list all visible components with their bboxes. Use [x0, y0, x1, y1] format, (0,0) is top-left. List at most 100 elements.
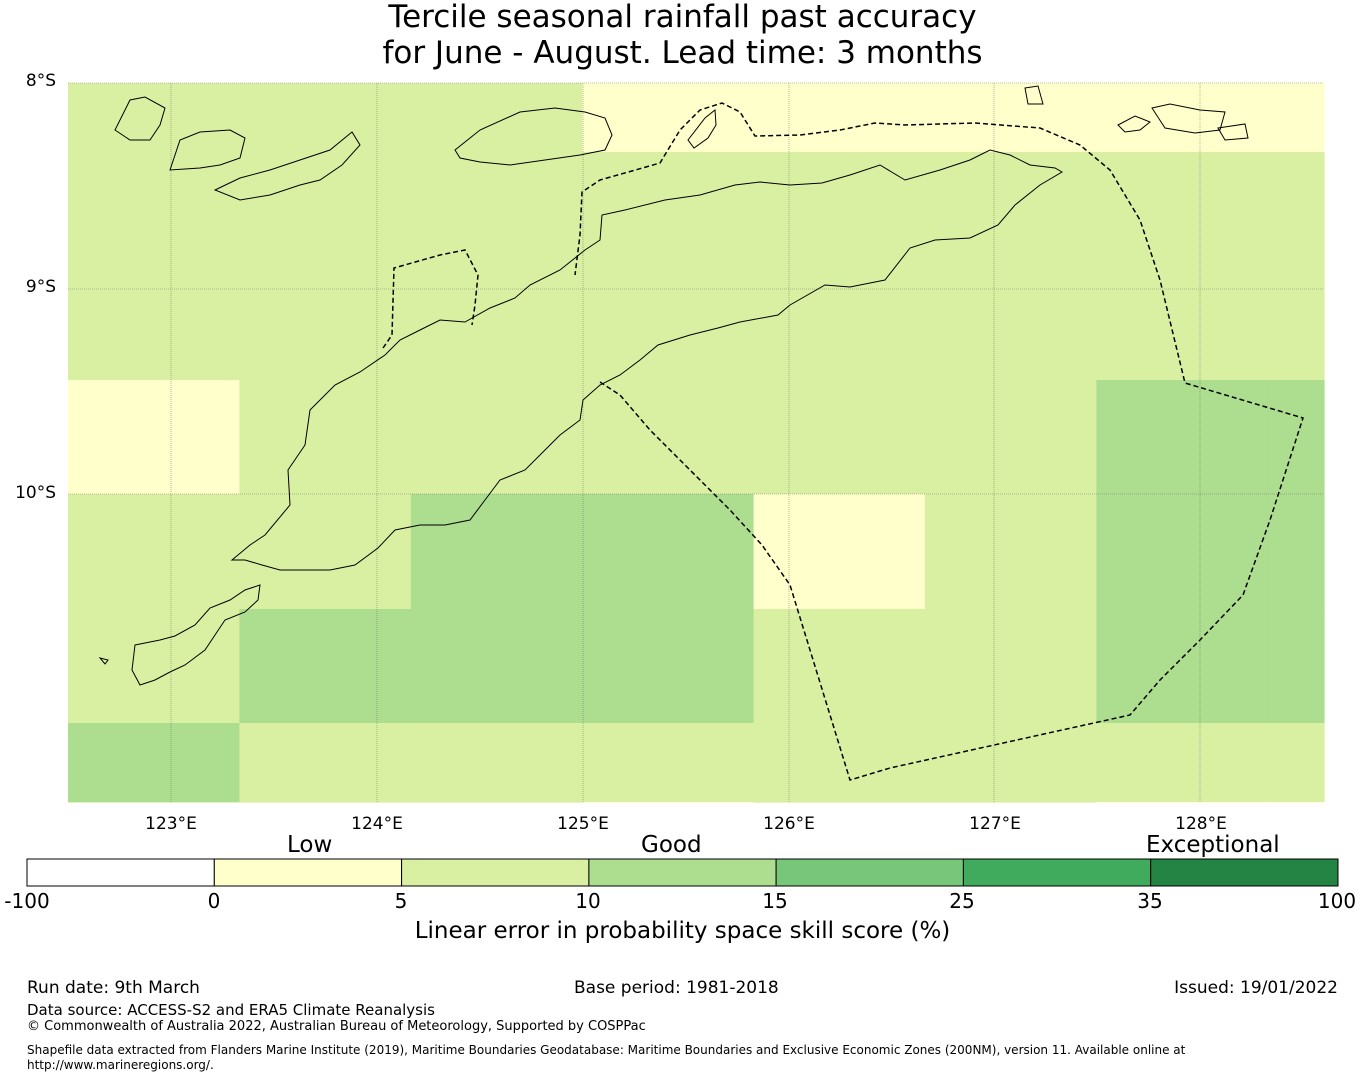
colorbar-tick: 15 [762, 889, 788, 913]
islet-atauro [687, 109, 717, 149]
grid-cell [410, 266, 583, 381]
grid-cell [1096, 609, 1269, 724]
grid-cell [410, 494, 583, 610]
map-title-line1: Tercile seasonal rainfall past accuracy [388, 0, 977, 35]
colorbar-tick: -100 [4, 889, 50, 913]
grid-cell [239, 83, 412, 153]
base-period: Base period: 1981-2018 [574, 978, 779, 998]
colorbar-segment [1150, 858, 1339, 887]
grid-cell [582, 802, 755, 803]
grid-cell [239, 723, 412, 803]
grid-cell [239, 802, 412, 803]
grid-cell [68, 609, 240, 724]
islet-wetar-north [1024, 85, 1044, 105]
islet-leti [1117, 115, 1151, 133]
pantar-island-coastline [114, 96, 166, 141]
grid-cell [582, 83, 755, 153]
grid-cell [753, 152, 926, 267]
grid-cell [925, 380, 1097, 495]
grid-cell [753, 802, 926, 803]
colorbar-segment [962, 858, 1152, 887]
grid-cell [1096, 152, 1269, 267]
grid-cell [68, 83, 240, 153]
grid-cell [925, 609, 1097, 724]
grid-cell [1096, 380, 1269, 495]
grid-cell [582, 723, 755, 803]
colorbar-segment [213, 858, 403, 887]
grid-cell [925, 83, 1097, 153]
grid-cell [753, 723, 926, 803]
grid-cell [1267, 494, 1325, 610]
eez-boundary-east [574, 102, 1304, 781]
grid-cell [582, 494, 755, 610]
grid-cell [582, 380, 755, 495]
grid-cell [239, 494, 412, 610]
category-low: Low [287, 832, 333, 858]
grid-cell [68, 266, 240, 381]
copyright-notice: © Commonwealth of Australia 2022, Austra… [27, 1019, 646, 1034]
grid-cell [239, 266, 412, 381]
alor-island-coastline [169, 129, 246, 171]
colorbar-tick: 10 [575, 889, 601, 913]
colorbar-tick: 5 [394, 889, 408, 913]
small-islands-west [213, 131, 361, 201]
grid-cell [1267, 802, 1325, 803]
grid-cell [1267, 609, 1325, 724]
grid-cell [925, 802, 1097, 803]
grid-cell [1267, 83, 1325, 153]
wetar-island-coastline [454, 107, 613, 166]
colorbar-tick: 0 [207, 889, 221, 913]
grid-cell [410, 609, 583, 724]
data-source: Data source: ACCESS-S2 and ERA5 Climate … [27, 1001, 435, 1019]
timor-island-coastline [230, 149, 1063, 571]
map-title-line2: for June - August. Lead time: 3 months [382, 35, 983, 71]
grid-cell [582, 609, 755, 724]
colorbar [26, 858, 1339, 887]
islet-semau [98, 657, 109, 665]
grid-cell [1096, 802, 1269, 803]
category-good: Good [641, 832, 702, 858]
lon-label-128e: 128°E [1175, 814, 1227, 834]
grid-cell [68, 380, 240, 495]
shapefile-credit-line2: http://www.marineregions.org/. [27, 1058, 214, 1072]
colorbar-segment [588, 858, 777, 887]
graticule [68, 82, 1324, 802]
colorbar-tick: 25 [949, 889, 975, 913]
grid-cell [1096, 83, 1269, 153]
colorbar-title: Linear error in probability space skill … [414, 918, 951, 944]
grid-cell [68, 494, 240, 610]
shapefile-credit-line1: Shapefile data extracted from Flanders M… [27, 1043, 1186, 1057]
grid-cell [410, 380, 583, 495]
grid-cell [1267, 152, 1325, 267]
grid-cell [410, 723, 583, 803]
grid-cell [1096, 266, 1269, 381]
rote-island-coastline [131, 584, 261, 686]
grid-cell [1096, 494, 1269, 610]
grid-cell [1267, 380, 1325, 495]
colorbar-segment [401, 858, 590, 887]
islet-moa [1217, 123, 1249, 141]
grid-cell [753, 83, 926, 153]
grid-cell [239, 609, 412, 724]
lat-label-9s: 9°S [25, 277, 56, 297]
grid-cell [753, 266, 926, 381]
islet-kisar [1151, 103, 1226, 134]
grid-cell [1267, 723, 1325, 803]
lon-label-127e: 127°E [969, 814, 1021, 834]
grid-cell [753, 494, 926, 610]
lon-label-126e: 126°E [763, 814, 815, 834]
colorbar-tick: 35 [1137, 889, 1163, 913]
colorbar-segment [26, 858, 215, 887]
grid-cell [239, 152, 412, 267]
issued-date: Issued: 19/01/2022 [1174, 978, 1338, 998]
grid-cell [925, 494, 1097, 610]
oecusse-boundary [382, 249, 479, 349]
colorbar-segment [775, 858, 964, 887]
lon-label-125e: 125°E [557, 814, 609, 834]
grid-cell [925, 723, 1097, 803]
grid-cell [582, 152, 755, 267]
grid-cell [1096, 723, 1269, 803]
grid-cell [410, 802, 583, 803]
lat-label-10s: 10°S [15, 483, 56, 503]
